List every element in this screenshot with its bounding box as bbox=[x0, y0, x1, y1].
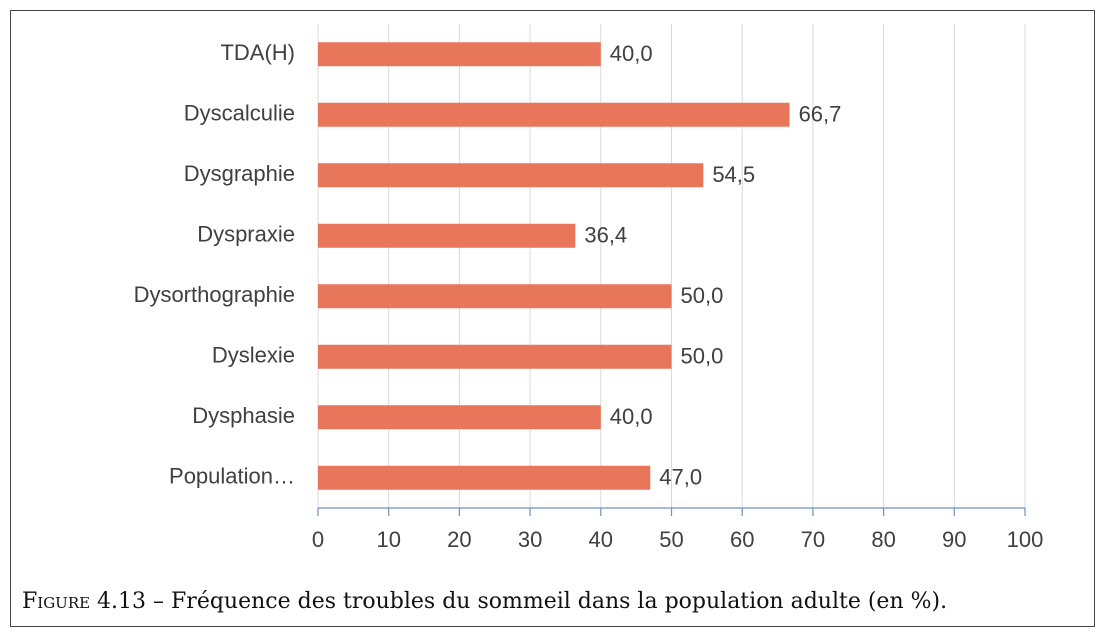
x-tick-label: 100 bbox=[1007, 527, 1044, 552]
caption-label: Figure 4.13 bbox=[22, 589, 146, 614]
bar bbox=[318, 465, 651, 490]
bar bbox=[318, 163, 704, 188]
value-label: 54,5 bbox=[712, 162, 755, 187]
bar bbox=[318, 102, 790, 127]
y-tick-label: Dysorthographie bbox=[134, 282, 295, 307]
value-label: 66,7 bbox=[799, 102, 842, 127]
y-tick-label: Dyslexie bbox=[212, 343, 295, 368]
value-label: 40,0 bbox=[610, 404, 653, 429]
bar bbox=[318, 223, 576, 248]
value-label: 40,0 bbox=[610, 41, 653, 66]
x-tick-label: 40 bbox=[589, 527, 613, 552]
y-tick-label: Dyscalculie bbox=[184, 101, 295, 126]
value-label: 50,0 bbox=[681, 344, 724, 369]
caption: Figure 4.13 – Fréquence des troubles du … bbox=[22, 589, 947, 614]
x-tick-label: 10 bbox=[376, 527, 400, 552]
bar bbox=[318, 284, 672, 309]
caption-text: – Fréquence des troubles du sommeil dans… bbox=[153, 589, 947, 614]
value-label: 36,4 bbox=[584, 223, 627, 248]
x-tick-label: 50 bbox=[659, 527, 683, 552]
value-label: 50,0 bbox=[681, 283, 724, 308]
x-tick-label: 20 bbox=[447, 527, 471, 552]
value-label: 47,0 bbox=[659, 465, 702, 490]
bar bbox=[318, 344, 672, 369]
x-tick-label: 80 bbox=[871, 527, 895, 552]
frame bbox=[10, 10, 1095, 627]
x-tick-label: 90 bbox=[942, 527, 966, 552]
y-tick-label: Dysphasie bbox=[192, 403, 295, 428]
x-tick-label: 30 bbox=[518, 527, 542, 552]
y-tick-label: Dyspraxie bbox=[197, 222, 295, 247]
x-tick-label: 0 bbox=[312, 527, 324, 552]
y-tick-label: TDA(H) bbox=[220, 40, 295, 65]
bar bbox=[318, 42, 601, 67]
x-tick-label: 60 bbox=[730, 527, 754, 552]
y-tick-label: Dysgraphie bbox=[184, 161, 295, 186]
y-tick-label: Population… bbox=[169, 464, 295, 489]
bar bbox=[318, 405, 601, 430]
x-tick-label: 70 bbox=[801, 527, 825, 552]
